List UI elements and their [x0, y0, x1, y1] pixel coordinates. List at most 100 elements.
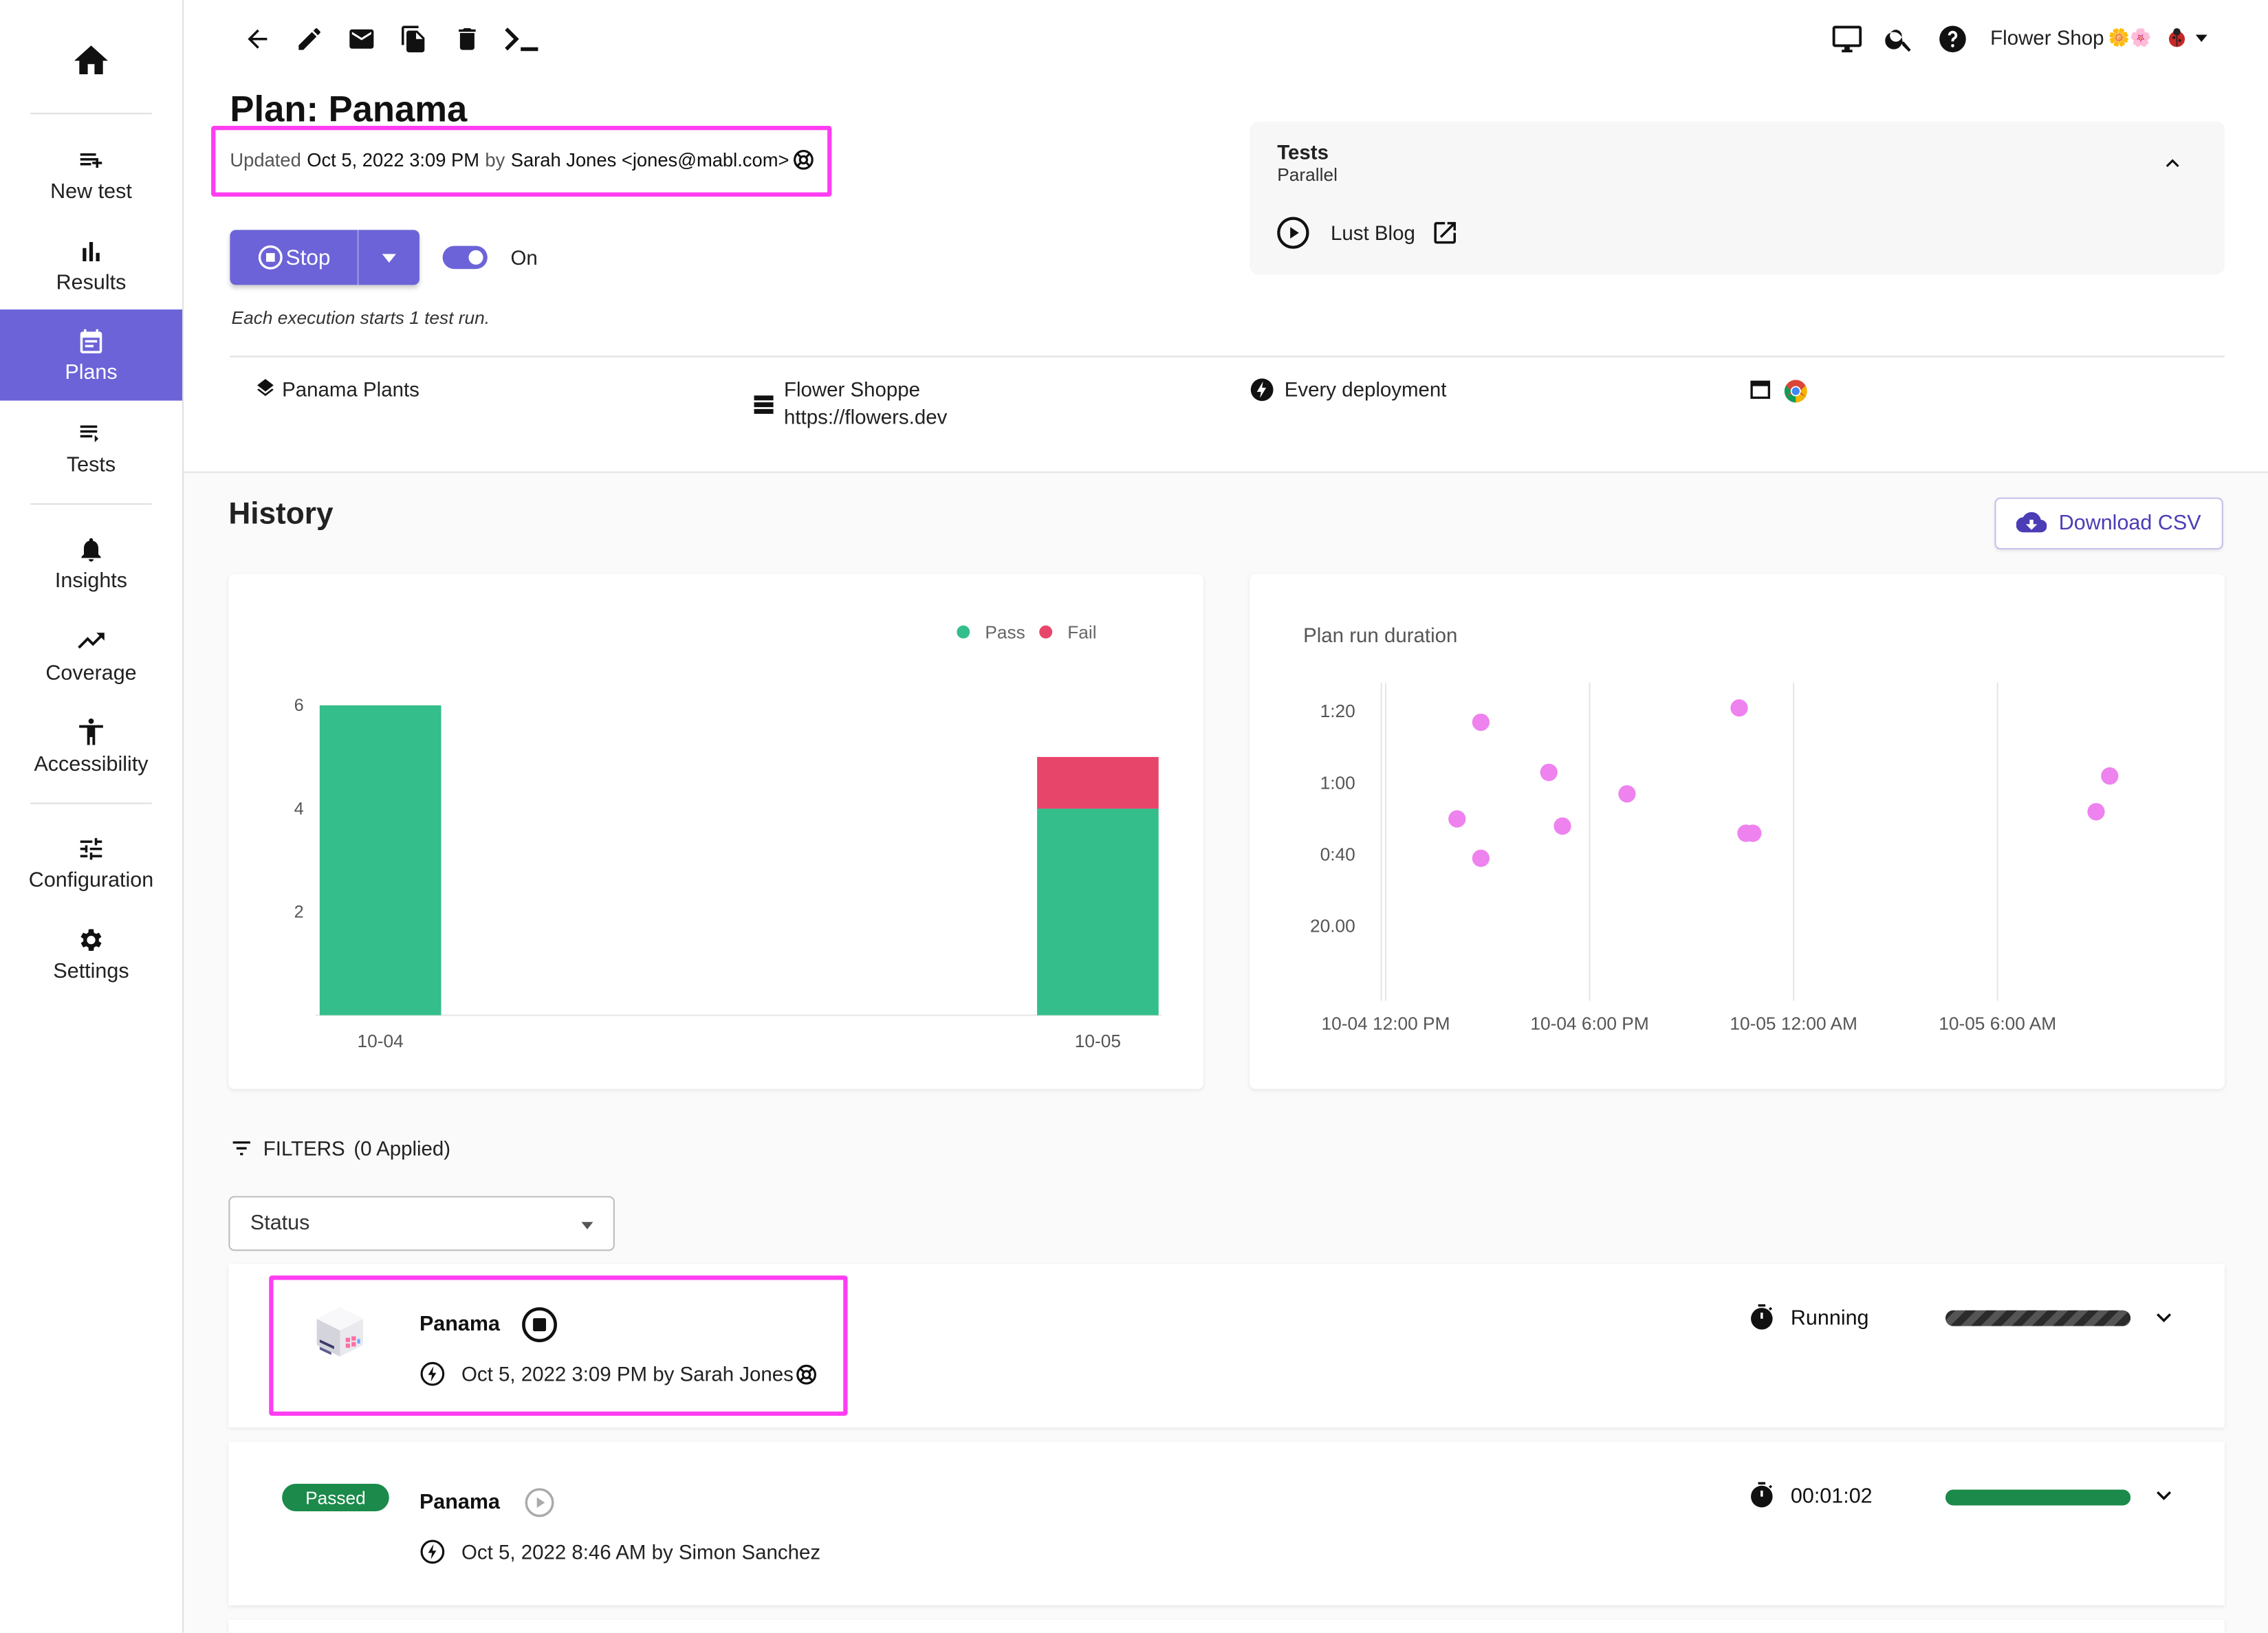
environment-url[interactable]: https://flowers.dev: [783, 404, 948, 428]
plan-active-toggle[interactable]: [442, 245, 488, 270]
filters-header[interactable]: FILTERS (0 Applied): [263, 1137, 450, 1160]
filter-icon[interactable]: [230, 1138, 253, 1158]
monitor-icon: [1831, 23, 1863, 55]
test-name-link[interactable]: Lust Blog: [1331, 221, 1415, 245]
search-icon: [1884, 23, 1915, 55]
scatter-point: [1448, 810, 1466, 828]
sidebar-item-settings[interactable]: Settings: [0, 908, 182, 1000]
monitor-button[interactable]: [1829, 20, 1866, 58]
delete-icon: [452, 25, 481, 54]
back-button[interactable]: [239, 20, 276, 58]
run-duration: 00:01:02: [1790, 1485, 1873, 1509]
duration-chart-title: Plan run duration: [1303, 623, 1458, 647]
sidebar-item-results[interactable]: Results: [0, 220, 182, 311]
rerun-button[interactable]: [523, 1487, 555, 1518]
x-tick-label: 10-05 6:00 AM: [1939, 1013, 2056, 1034]
accessibility-icon: [75, 715, 107, 747]
run-progress-fill: [1945, 1489, 2131, 1506]
delete-button[interactable]: [448, 20, 486, 58]
filters-label: FILTERS: [263, 1137, 345, 1160]
tests-panel-subtitle: Parallel: [1277, 164, 1338, 186]
stop-dropdown-button[interactable]: [359, 230, 419, 285]
cloud-download-icon: [2016, 510, 2047, 536]
sidebar-item-insights[interactable]: Insights: [0, 518, 182, 609]
y-tick-label: 1:00: [1320, 772, 1355, 793]
timer-icon: [1747, 1303, 1776, 1332]
email-button[interactable]: [342, 20, 380, 58]
status-select-placeholder: Status: [250, 1212, 310, 1236]
play-circle-icon: [1276, 215, 1310, 250]
sidebar-item-coverage[interactable]: Coverage: [0, 609, 182, 700]
status-badge: Passed: [282, 1484, 389, 1511]
edit-button[interactable]: [291, 20, 329, 58]
expand-run-button[interactable]: [2150, 1303, 2179, 1332]
tests-panel-title: Tests: [1277, 140, 1329, 164]
run-status: Running: [1790, 1307, 1869, 1331]
tune-icon: [76, 834, 105, 863]
playlist-add-icon: [76, 145, 105, 174]
download-csv-button[interactable]: Download CSV: [1994, 497, 2223, 550]
x-tick-label: 10-04: [358, 1031, 404, 1051]
workspace-name: Flower Shop: [1990, 25, 2104, 50]
workspace-emoji: 🌼🌸: [2108, 27, 2152, 48]
updated-by-word: by: [485, 149, 505, 171]
sidebar-item-home[interactable]: [0, 14, 182, 106]
y-tick-label: 6: [294, 696, 304, 715]
email-icon: [347, 25, 376, 54]
pass-fail-chart-card: 2 4 6 10-04 10-05 Pass Fail: [228, 574, 1203, 1089]
open-test-button[interactable]: [1430, 219, 1459, 248]
sidebar-item-tests[interactable]: Tests: [0, 402, 182, 494]
scatter-point: [2101, 767, 2119, 785]
sidebar-item-label: Plans: [65, 360, 118, 384]
stop-label: Stop: [285, 245, 331, 270]
sidebar-item-configuration[interactable]: Configuration: [0, 817, 182, 908]
run-row[interactable]: [228, 1442, 2225, 1605]
collapse-tests-button[interactable]: [2159, 151, 2185, 177]
terminal-button[interactable]: [501, 20, 544, 58]
toggle-label: On: [510, 245, 538, 270]
updated-prefix: Updated: [230, 149, 301, 171]
x-tick-label: 10-05: [1075, 1031, 1121, 1051]
x-tick-label: 10-04 12:00 PM: [1321, 1013, 1450, 1034]
filters-applied-count: (0 Applied): [353, 1137, 451, 1160]
run-datetime-by: Oct 5, 2022 3:09 PM by Sarah Jones: [461, 1362, 794, 1385]
scatter-point: [1744, 824, 1762, 842]
sidebar-item-new-test[interactable]: New test: [0, 129, 182, 220]
status-filter-select[interactable]: Status: [228, 1196, 615, 1251]
help-button[interactable]: [1934, 20, 1972, 58]
updated-date: Oct 5, 2022 3:09 PM: [307, 149, 480, 171]
run-row[interactable]: [228, 1264, 2225, 1427]
tests-panel: [1250, 121, 2225, 275]
search-button[interactable]: [1880, 20, 1918, 58]
stop-button[interactable]: Stop: [230, 230, 357, 285]
application-name[interactable]: Panama Plants: [282, 377, 419, 401]
sidebar-item-label: New test: [50, 179, 132, 204]
sidebar-item-label: Coverage: [45, 661, 137, 685]
sidebar-item-label: Accessibility: [34, 752, 149, 776]
bar-pass: [319, 705, 441, 1016]
y-tick-label: 20.00: [1310, 916, 1355, 936]
environment-name[interactable]: Flower Shoppe: [783, 377, 921, 401]
lifebuoy-icon: [795, 1363, 817, 1385]
stop-run-button[interactable]: [521, 1306, 558, 1344]
layers-icon: [254, 379, 276, 401]
workspace-selector[interactable]: Flower Shop 🌼🌸: [1990, 23, 2210, 52]
back-arrow-icon: [243, 25, 272, 54]
run-meta: Oct 5, 2022 3:09 PM by Sarah Jones: [461, 1362, 817, 1385]
caret-down-icon: [578, 1218, 596, 1232]
scatter-point: [1472, 713, 1490, 732]
legend-label: Pass: [985, 622, 1025, 643]
run-row[interactable]: [228, 1619, 2225, 1633]
sidebar-item-accessibility[interactable]: Accessibility: [0, 700, 182, 791]
sidebar-item-plans[interactable]: Plans: [0, 309, 183, 401]
gear-icon: [76, 925, 105, 954]
run-datetime-by: Oct 5, 2022 8:46 AM by Simon Sanchez: [461, 1540, 821, 1564]
stop-circle-icon: [257, 244, 283, 270]
sidebar-item-label: Tests: [66, 453, 116, 477]
legend-swatch: [1039, 625, 1053, 639]
copy-button[interactable]: [395, 20, 433, 58]
legend-swatch: [957, 625, 970, 639]
expand-run-button[interactable]: [2150, 1481, 2179, 1510]
sidebar-item-label: Settings: [53, 959, 129, 983]
play-test-button[interactable]: [1276, 215, 1310, 250]
